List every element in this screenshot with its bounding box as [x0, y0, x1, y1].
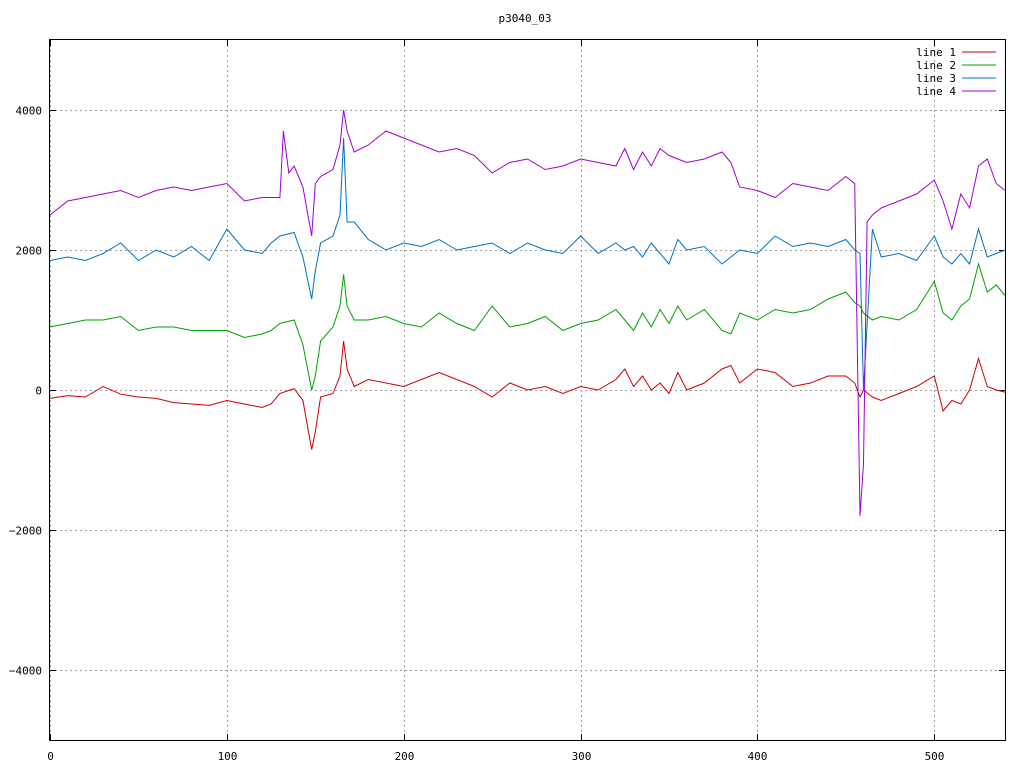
- axis-ticks: 0 100 200 300 400 500 −4000 −2000 0 2000 4000: [9, 40, 1005, 763]
- legend-label: line 4: [916, 85, 956, 98]
- y-tick-label: 2000: [16, 245, 43, 258]
- x-tick-label: 500: [925, 750, 945, 763]
- y-tick-label: −4000: [9, 665, 42, 678]
- plot-frame: [49, 39, 1006, 741]
- x-tick-label: 200: [395, 750, 415, 763]
- x-tick-label: 100: [218, 750, 238, 763]
- series-line-4: [49, 109, 1006, 517]
- legend-label: line 2: [916, 59, 956, 72]
- x-tick-label: 300: [572, 750, 592, 763]
- series-layer: [49, 109, 1006, 517]
- chart-title: p3040_03: [499, 12, 552, 25]
- legend-label: line 1: [916, 46, 956, 59]
- y-tick-label: 4000: [16, 105, 43, 118]
- y-tick-label: −2000: [9, 525, 42, 538]
- series-line-3: [49, 137, 1006, 391]
- legend-label: line 3: [916, 72, 956, 85]
- y-tick-label: 0: [35, 385, 42, 398]
- x-tick-label: 400: [748, 750, 768, 763]
- grid: [50, 40, 1005, 740]
- series-line-2: [49, 262, 1006, 391]
- series-line-1: [49, 340, 1006, 450]
- x-tick-label: 0: [47, 750, 54, 763]
